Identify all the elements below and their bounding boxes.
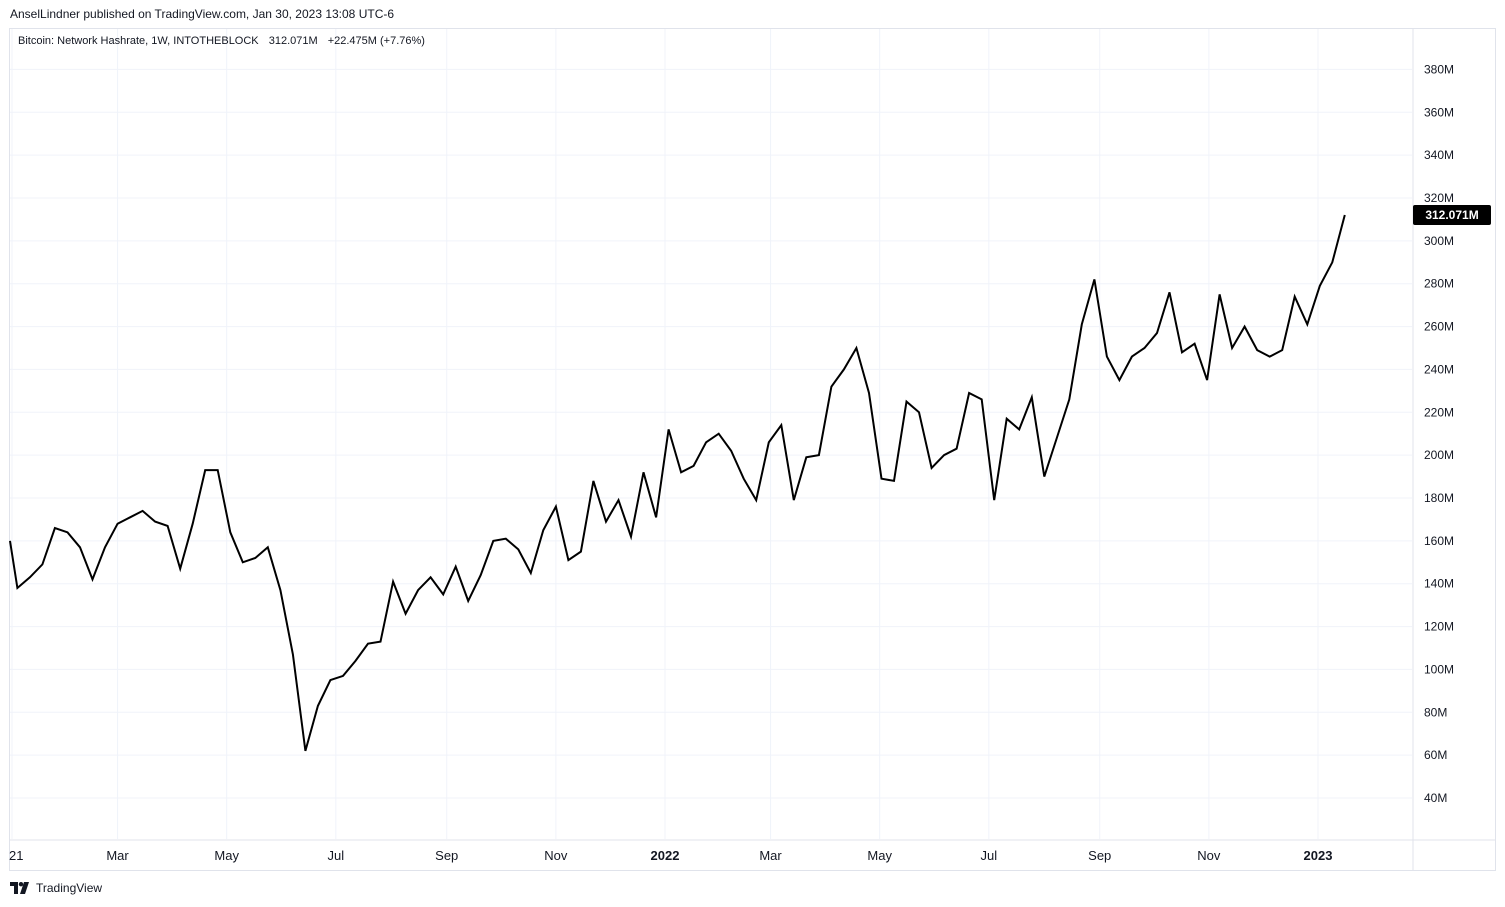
price-axis[interactable]: 40M 60M 80M 100M 120M 140M 160M 180M 200M 220M 240…	[1424, 62, 1454, 805]
y-tick-label: 360M	[1424, 105, 1454, 119]
legend-last-value: 312.071M	[268, 35, 318, 47]
y-tick-label: 340M	[1424, 148, 1454, 162]
x-tick-label: 21	[9, 848, 23, 863]
x-tick-label: Sep	[435, 848, 458, 863]
tradingview-wordmark: TradingView	[36, 881, 103, 895]
y-tick-label: 200M	[1424, 448, 1454, 462]
x-tick-label: 2022	[651, 848, 680, 863]
x-tick-label: Mar	[759, 848, 782, 863]
y-tick-label: 160M	[1424, 534, 1454, 548]
x-tick-label: 2023	[1304, 848, 1333, 863]
x-tick-label: Nov	[544, 848, 568, 863]
y-tick-label: 260M	[1424, 320, 1454, 334]
y-tick-label: 220M	[1424, 405, 1454, 419]
y-tick-label: 300M	[1424, 234, 1454, 248]
x-tick-label: May	[867, 848, 892, 863]
x-tick-label: Jul	[981, 848, 998, 863]
y-tick-label: 100M	[1424, 662, 1454, 676]
x-tick-label: Sep	[1088, 848, 1111, 863]
y-tick-label: 240M	[1424, 362, 1454, 376]
x-tick-label: Nov	[1197, 848, 1221, 863]
chart-frame	[9, 28, 1496, 871]
grid-lines	[10, 29, 1412, 839]
x-tick-label: Mar	[106, 848, 129, 863]
y-tick-label: 40M	[1424, 791, 1447, 805]
y-tick-label: 120M	[1424, 620, 1454, 634]
y-tick-label: 180M	[1424, 491, 1454, 505]
x-tick-label: Jul	[328, 848, 345, 863]
publisher-info: AnselLindner published on TradingView.co…	[10, 7, 395, 21]
legend-change: +22.475M (+7.76%)	[327, 35, 425, 47]
y-tick-label: 280M	[1424, 277, 1454, 291]
y-tick-label: 140M	[1424, 577, 1454, 591]
y-tick-label: 80M	[1424, 705, 1447, 719]
y-tick-label: 320M	[1424, 191, 1454, 205]
legend-symbol: Bitcoin: Network Hashrate, 1W, INTOTHEBL…	[18, 35, 259, 47]
chart-legend[interactable]: Bitcoin: Network Hashrate, 1W, INTOTHEBL…	[18, 35, 432, 47]
y-tick-label: 60M	[1424, 748, 1447, 762]
hashrate-series-line[interactable]	[9, 214, 1346, 752]
y-tick-label: 380M	[1424, 62, 1454, 76]
last-price-tag: 312.071M	[1413, 204, 1491, 225]
series-layer	[9, 214, 1346, 752]
x-tick-label: May	[214, 848, 239, 863]
time-axis[interactable]: 21 Mar May Jul Sep Nov 2022 Mar May Jul Sep Nov 2023	[9, 848, 1332, 863]
tradingview-brand[interactable]: TradingView	[10, 881, 102, 895]
tradingview-logo-icon	[10, 882, 32, 894]
